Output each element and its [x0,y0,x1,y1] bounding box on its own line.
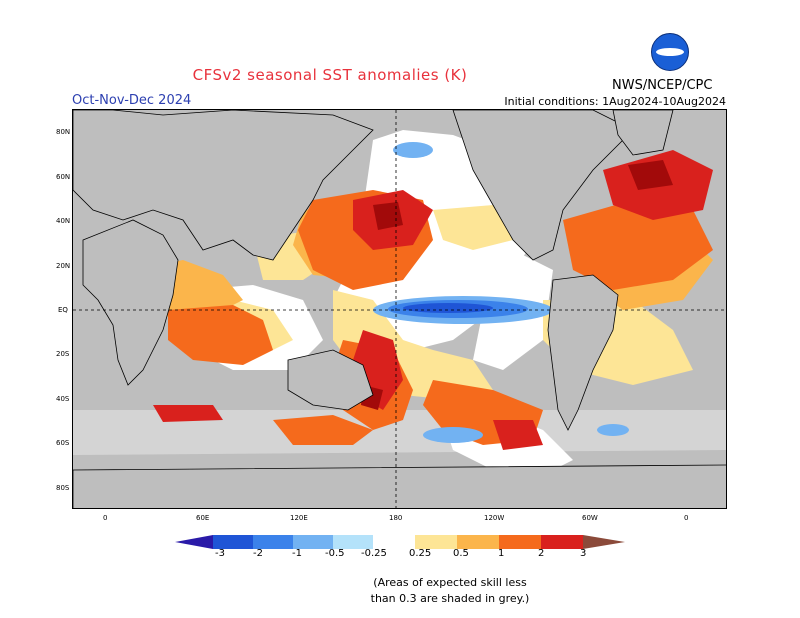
season-label: Oct-Nov-Dec 2024 [72,93,192,108]
colorbar-label: -2 [253,548,263,559]
colorbar-label: 0.5 [453,548,469,559]
colorbar-label: 3 [580,548,587,559]
africa-land [82,219,179,386]
noaa-logo [651,33,689,71]
colorbar-swatch [293,535,333,549]
lat-label: 40S [56,395,70,403]
colorbar-label: 2 [538,548,545,559]
lat-label: 20N [56,262,71,270]
antarctica-land [73,464,726,508]
colorbar-swatch [175,535,213,549]
colorbar-swatch [253,535,293,549]
colorbar-swatch [333,535,373,549]
lon-label: 60E [196,514,210,522]
initial-conditions: Initial conditions: 1Aug2024-10Aug2024 [504,95,726,108]
australia-land [287,349,374,411]
colorbar-swatch [373,535,415,549]
org-label: NWS/NCEP/CPC [612,78,713,93]
colorbar-label: -1 [292,548,302,559]
eurasia-land [73,110,374,261]
lat-label: 20S [56,350,70,358]
sst-anomaly-map [72,109,727,509]
skill-note-line1: (Areas of expected skill less [373,576,527,589]
colorbar-swatch [415,535,457,549]
map-title: CFSv2 seasonal SST anomalies (K) [192,66,468,84]
lat-label: 80N [56,128,71,136]
colorbar-label: 1 [498,548,505,559]
colorbar-label: 0.25 [409,548,432,559]
lon-label: 0 [103,514,108,522]
south-america-land [547,274,619,431]
lat-label: EQ [58,306,68,314]
lat-label: 80S [56,484,70,492]
lon-label: 120E [290,514,308,522]
lat-label: 60N [56,173,71,181]
colorbar-swatch [213,535,253,549]
lat-label: 60S [56,439,70,447]
skill-note-line2: than 0.3 are shaded in grey.) [370,592,530,605]
colorbar-swatch [583,535,625,549]
extreme-warm-regions [361,160,673,410]
lon-label: 180 [389,514,403,522]
colorbar-swatch [499,535,541,549]
lon-label: 120W [484,514,505,522]
colorbar-swatch [541,535,583,549]
colorbar-label: -0.25 [361,548,387,559]
continents [73,110,726,508]
lon-label: 60W [582,514,598,522]
lon-label: 0 [684,514,689,522]
colorbar [175,535,625,549]
map-svg [73,110,726,508]
colorbar-label: -3 [215,548,225,559]
colorbar-swatch [457,535,499,549]
lat-label: 40N [56,217,71,225]
colorbar-label: -0.5 [325,548,345,559]
greenland-land [612,110,674,156]
